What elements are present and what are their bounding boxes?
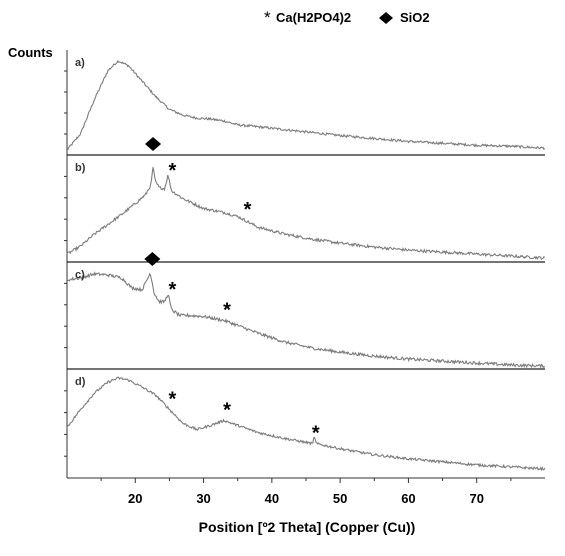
x-tick-label: 40 xyxy=(265,491,279,506)
x-tick-label: 20 xyxy=(128,491,142,506)
panel-label: a) xyxy=(75,57,85,69)
panel-label: c) xyxy=(75,269,85,281)
legend-label-cah2po4: Ca(H2PO4)2 xyxy=(276,10,351,25)
panel-label: b) xyxy=(75,162,86,174)
panel-label: d) xyxy=(75,376,86,388)
x-ticks: 20 30 40 50 60 70 xyxy=(100,478,512,506)
x-tick-label: 60 xyxy=(401,491,415,506)
axes xyxy=(64,50,545,479)
cah2po4-asterisk-marker: * xyxy=(169,279,177,301)
panel-c: c) * * xyxy=(66,252,546,370)
panel-b: b) * * xyxy=(66,137,546,261)
cah2po4-asterisk-marker: * xyxy=(223,399,231,421)
cah2po4-asterisk-marker: * xyxy=(169,388,177,410)
sio2-diamond-marker xyxy=(144,252,161,266)
cah2po4-asterisk-marker: * xyxy=(169,160,177,182)
cah2po4-asterisk-marker: * xyxy=(312,423,320,445)
x-tick-label: 30 xyxy=(196,491,210,506)
x-axis-label: Position [º2 Theta] (Copper (Cu)) xyxy=(199,519,416,535)
sio2-diamond-marker xyxy=(145,137,162,151)
series-line xyxy=(66,376,546,472)
panel-a: a) xyxy=(66,57,546,151)
x-tick-label: 50 xyxy=(333,491,347,506)
series-line xyxy=(66,271,546,370)
series-line xyxy=(66,59,546,151)
legend: * Ca(H2PO4)2 SiO2 xyxy=(264,8,430,27)
cah2po4-asterisk-marker: * xyxy=(223,299,231,321)
y-axis-label: Counts xyxy=(8,45,53,60)
x-tick-label: 70 xyxy=(469,491,483,506)
legend-asterisk-symbol: * xyxy=(264,8,271,27)
cah2po4-asterisk-marker: * xyxy=(244,199,252,221)
legend-label-sio2: SiO2 xyxy=(400,10,430,25)
legend-diamond-symbol xyxy=(379,12,393,24)
panels: a) b) * * c) * * d) * * * xyxy=(66,57,546,472)
panel-d: d) * * * xyxy=(66,376,546,472)
series-line xyxy=(66,167,546,261)
